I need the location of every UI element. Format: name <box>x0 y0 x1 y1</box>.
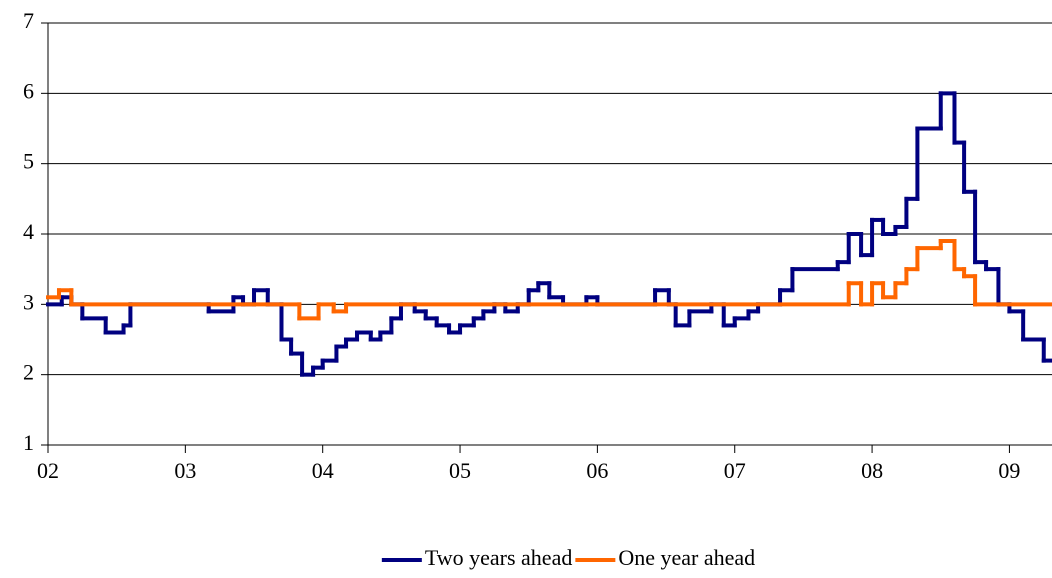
step-connector <box>56 239 978 321</box>
y-tick-label: 7 <box>23 8 34 33</box>
y-tick-label: 5 <box>23 149 34 174</box>
y-tick-label: 6 <box>23 78 34 103</box>
x-tick-label: 02 <box>37 458 59 483</box>
legend-label: Two years ahead <box>425 545 573 570</box>
y-tick-label: 4 <box>23 219 34 244</box>
x-tick-label: 04 <box>312 458 334 483</box>
x-tick-label: 09 <box>998 458 1020 483</box>
y-tick-label: 2 <box>23 360 34 385</box>
series-line <box>46 239 1052 321</box>
x-tick-label: 07 <box>724 458 746 483</box>
y-tick-label: 1 <box>23 430 34 455</box>
x-tick-label: 06 <box>586 458 608 483</box>
x-tick-label: 05 <box>449 458 471 483</box>
x-tick-label: 03 <box>174 458 196 483</box>
legend-label: One year ahead <box>618 545 755 570</box>
x-tick-label: 08 <box>861 458 883 483</box>
y-tick-label: 3 <box>23 289 34 314</box>
